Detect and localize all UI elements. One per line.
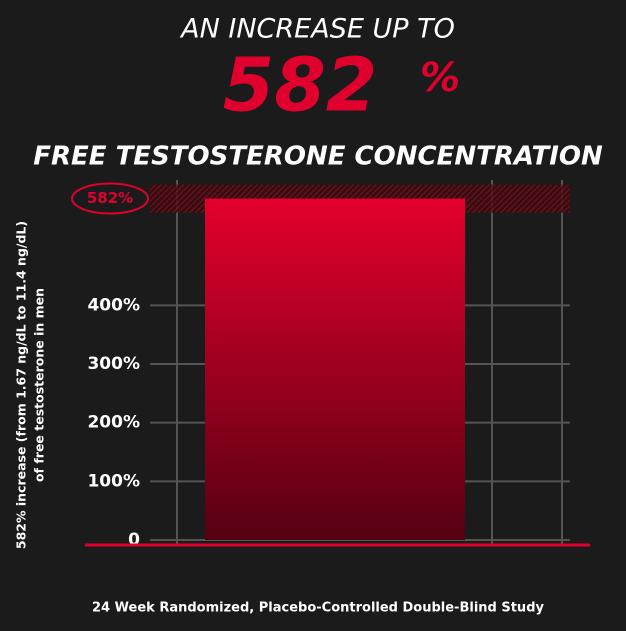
y-tick-label: 200% bbox=[87, 413, 140, 433]
pretitle: AN INCREASE UP TO bbox=[179, 14, 455, 45]
value-label: 582% bbox=[87, 189, 133, 207]
headline: 582 % bbox=[223, 43, 460, 129]
y-axis-label-line: of free testosterone in men bbox=[32, 288, 47, 482]
y-axis-label-line: 582% increase (from 1.67 ng/dL to 11.4 n… bbox=[14, 221, 29, 549]
footnote: 24 Week Randomized, Placebo-Controlled D… bbox=[92, 601, 544, 616]
y-tick-label: 300% bbox=[87, 354, 140, 374]
y-axis-label: 582% increase (from 1.67 ng/dL to 11.4 n… bbox=[14, 221, 47, 549]
headline-number: 582 bbox=[223, 43, 377, 129]
y-tick-label: 100% bbox=[87, 471, 140, 491]
y-tick-label: 400% bbox=[87, 295, 140, 315]
y-tick-label: 0 bbox=[128, 530, 140, 550]
bar bbox=[205, 198, 465, 540]
vertical-grid bbox=[176, 180, 563, 545]
chart-title: FREE TESTOSTERONE CONCENTRATION bbox=[33, 142, 603, 172]
value-label-ring bbox=[71, 182, 149, 215]
headline-unit: % bbox=[420, 55, 460, 101]
